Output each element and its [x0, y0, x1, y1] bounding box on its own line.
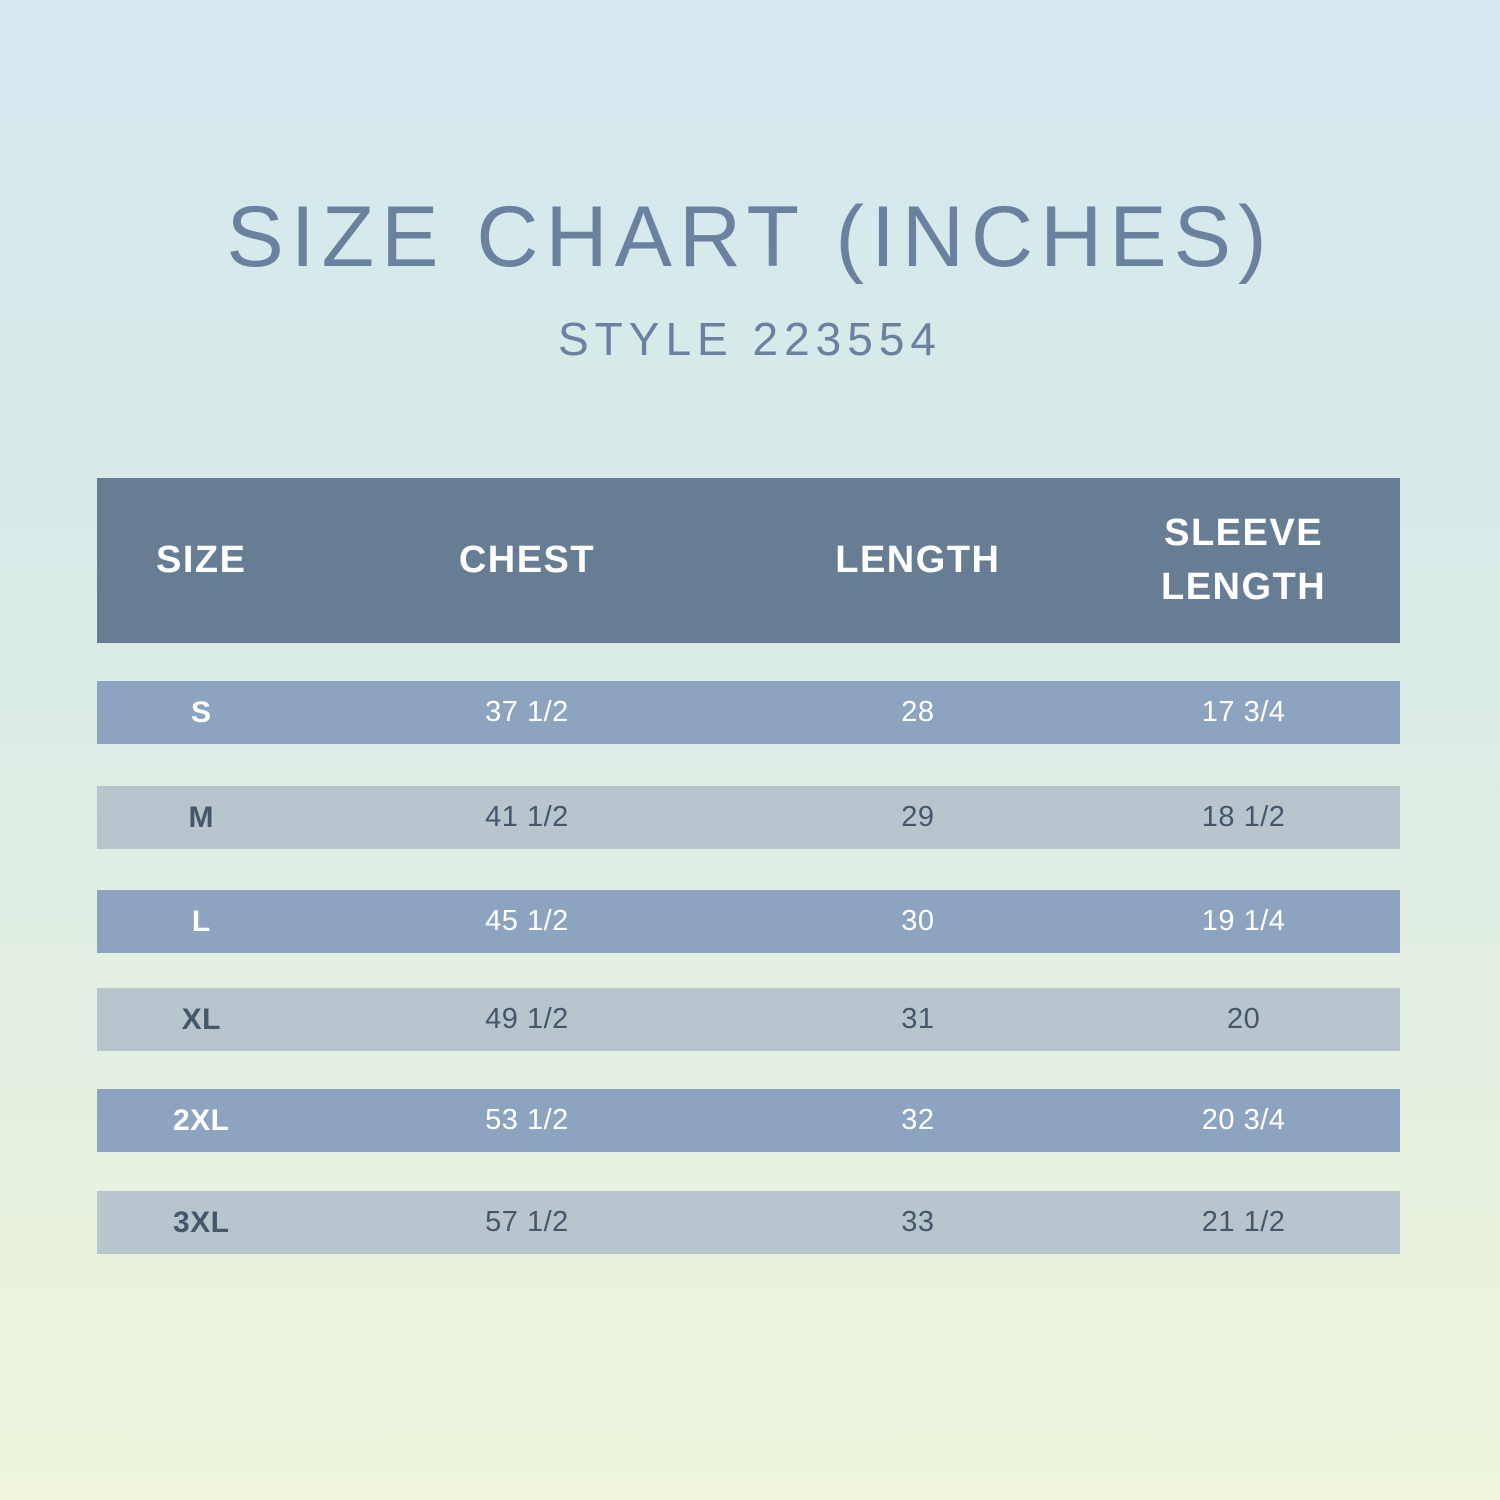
cell-chest: 49 1/2	[485, 1003, 569, 1035]
cell-sleeve-length: 20	[1226, 1003, 1261, 1035]
cell-sleeve-length: 18 1/2	[1201, 801, 1286, 833]
cell-chest: 41 1/2	[485, 801, 569, 833]
cell-size: 2XL	[172, 1103, 230, 1137]
table-row-l: L 45 1/2 30 19 1/4	[97, 890, 1400, 953]
cell-length: 29	[901, 801, 935, 833]
table-row-m: M 41 1/2 29 18 1/2	[97, 786, 1400, 849]
cell-size: XL	[181, 1002, 221, 1036]
cell-length: 33	[901, 1206, 935, 1238]
size-table: SIZE CHEST LENGTH SLEEVE LENGTH S 37 1/2…	[97, 478, 1400, 1254]
header-cell-chest: CHEST	[458, 539, 596, 581]
header-cell-size: SIZE	[156, 539, 247, 581]
header-cell-sleeve-length-label: SLEEVE LENGTH	[1161, 512, 1327, 608]
header-cell-length: LENGTH	[835, 539, 1001, 581]
cell-chest: 37 1/2	[485, 696, 569, 728]
chart-subtitle: STYLE 223554	[557, 313, 942, 365]
cell-chest: 57 1/2	[485, 1206, 569, 1238]
cell-size: 3XL	[172, 1205, 230, 1239]
cell-size: S	[190, 695, 212, 729]
cell-length: 32	[901, 1104, 935, 1136]
cell-chest: 53 1/2	[485, 1104, 569, 1136]
cell-sleeve-length: 17 3/4	[1201, 696, 1286, 728]
cell-size: L	[191, 904, 211, 938]
cell-size: M	[188, 800, 214, 834]
cell-chest: 45 1/2	[485, 905, 569, 937]
cell-length: 31	[901, 1003, 935, 1035]
cell-sleeve-length: 20 3/4	[1201, 1104, 1286, 1136]
cell-sleeve-length: 19 1/4	[1201, 905, 1286, 937]
cell-sleeve-length: 21 1/2	[1201, 1206, 1286, 1238]
cell-length: 28	[901, 696, 935, 728]
table-row-2xl: 2XL 53 1/2 32 20 3/4	[97, 1089, 1400, 1152]
chart-title: SIZE CHART (INCHES)	[226, 189, 1274, 285]
table-row-s: S 37 1/2 28 17 3/4	[97, 681, 1400, 744]
table-row-3xl: 3XL 57 1/2 33 21 1/2	[97, 1191, 1400, 1254]
table-row-xl: XL 49 1/2 31 20	[97, 988, 1400, 1051]
cell-length: 30	[901, 905, 935, 937]
header-cell-sleeve-length: SLEEVE LENGTH	[1087, 507, 1400, 613]
table-header-row: SIZE CHEST LENGTH SLEEVE LENGTH	[97, 478, 1400, 643]
